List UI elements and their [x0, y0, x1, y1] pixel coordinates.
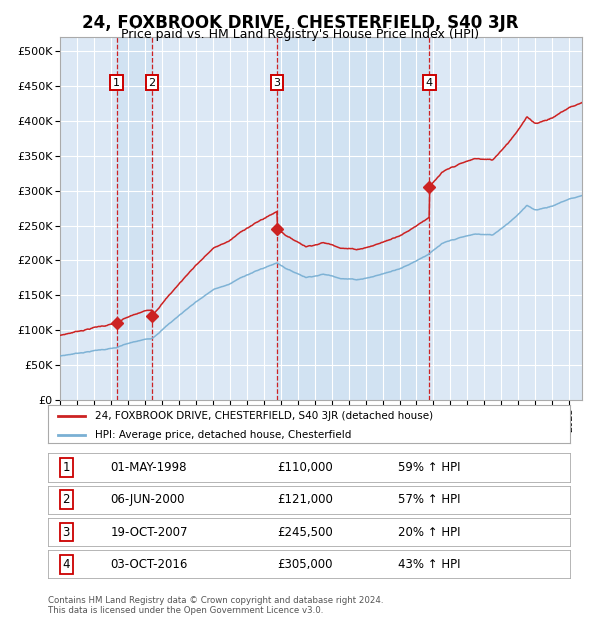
Text: £305,000: £305,000: [278, 558, 333, 571]
Text: 06-JUN-2000: 06-JUN-2000: [110, 494, 185, 507]
Text: 1: 1: [113, 78, 120, 87]
Text: 01-MAY-1998: 01-MAY-1998: [110, 461, 187, 474]
Text: 3: 3: [274, 78, 281, 87]
Text: 3: 3: [62, 526, 70, 539]
Text: 4: 4: [62, 558, 70, 571]
Bar: [116, 37, 152, 400]
Text: 57% ↑ HPI: 57% ↑ HPI: [398, 494, 460, 507]
Text: £110,000: £110,000: [278, 461, 334, 474]
Text: 43% ↑ HPI: 43% ↑ HPI: [398, 558, 460, 571]
Text: 2: 2: [148, 78, 155, 87]
Text: HPI: Average price, detached house, Chesterfield: HPI: Average price, detached house, Ches…: [95, 430, 352, 440]
Bar: [277, 37, 429, 400]
Text: 1: 1: [62, 461, 70, 474]
Text: 24, FOXBROOK DRIVE, CHESTERFIELD, S40 3JR (detached house): 24, FOXBROOK DRIVE, CHESTERFIELD, S40 3J…: [95, 410, 433, 420]
Text: 03-OCT-2016: 03-OCT-2016: [110, 558, 188, 571]
Text: 59% ↑ HPI: 59% ↑ HPI: [398, 461, 460, 474]
Text: Contains HM Land Registry data © Crown copyright and database right 2024.
This d: Contains HM Land Registry data © Crown c…: [48, 596, 383, 615]
Text: 24, FOXBROOK DRIVE, CHESTERFIELD, S40 3JR: 24, FOXBROOK DRIVE, CHESTERFIELD, S40 3J…: [82, 14, 518, 32]
Text: £245,500: £245,500: [278, 526, 334, 539]
Text: 19-OCT-2007: 19-OCT-2007: [110, 526, 188, 539]
Text: 20% ↑ HPI: 20% ↑ HPI: [398, 526, 460, 539]
Text: Price paid vs. HM Land Registry's House Price Index (HPI): Price paid vs. HM Land Registry's House …: [121, 28, 479, 41]
Text: 4: 4: [425, 78, 433, 87]
Text: £121,000: £121,000: [278, 494, 334, 507]
Text: 2: 2: [62, 494, 70, 507]
